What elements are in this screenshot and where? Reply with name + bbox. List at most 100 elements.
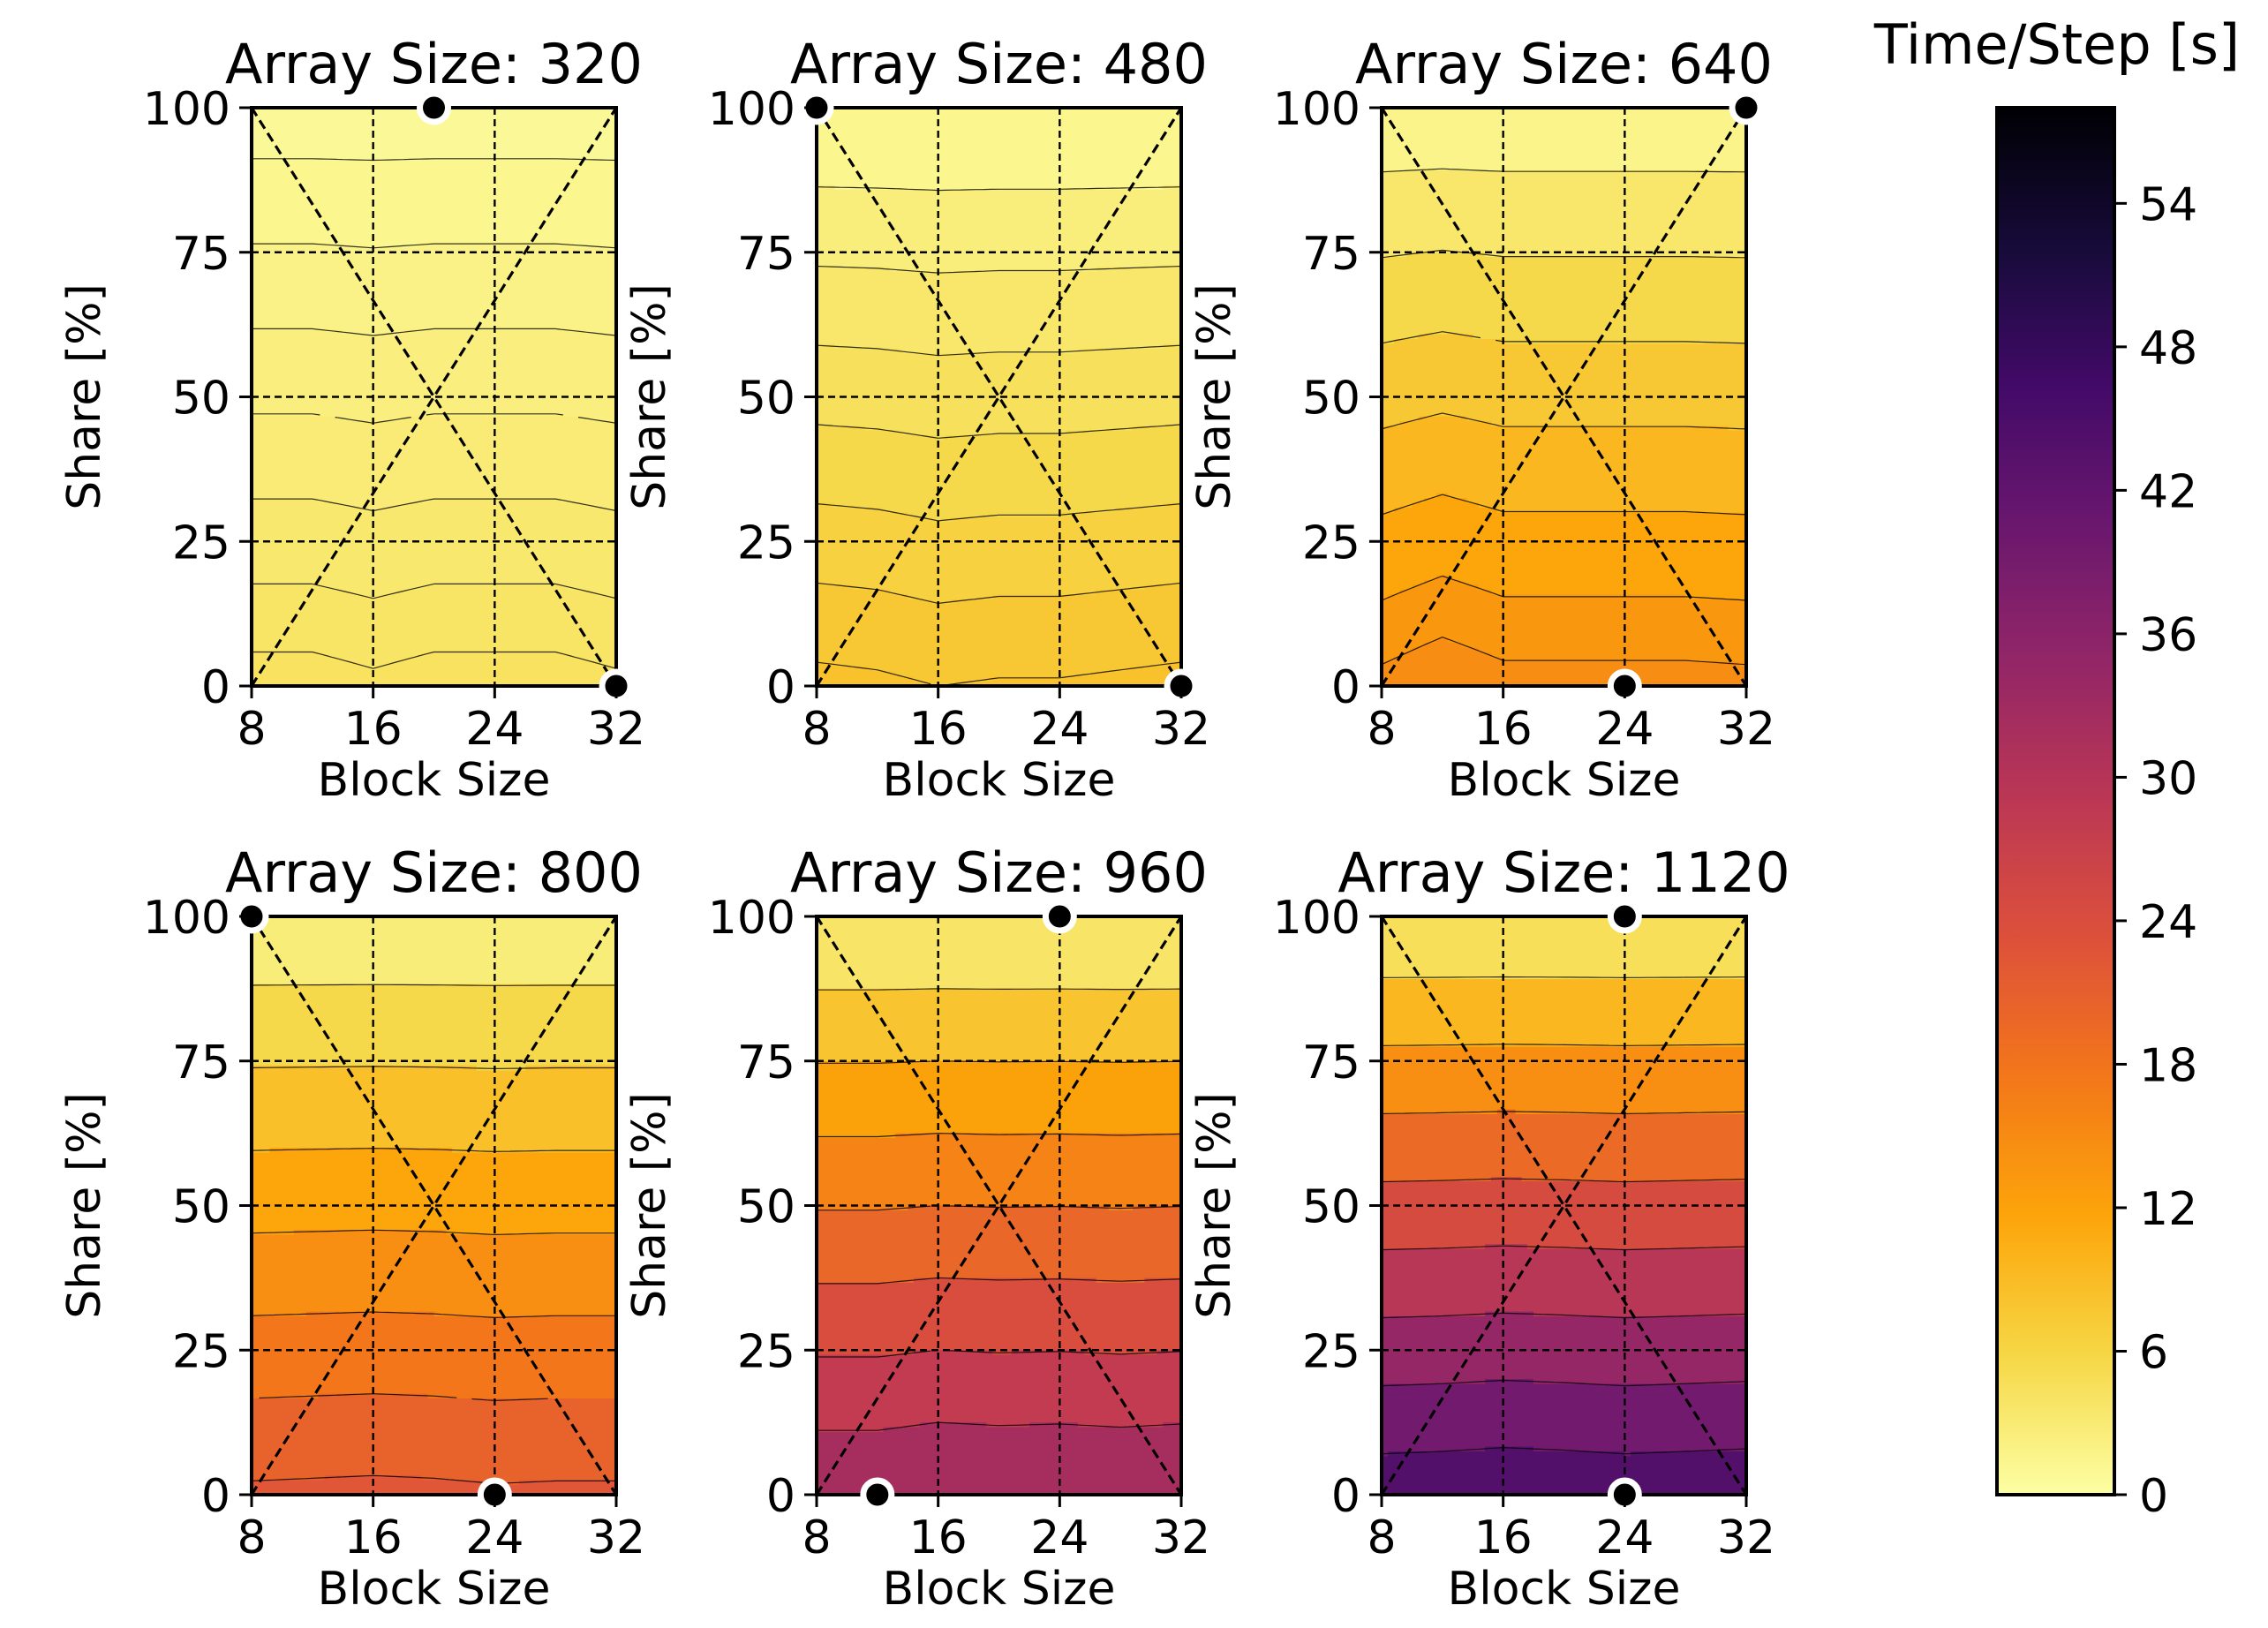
contour-cell — [312, 320, 320, 326]
contour-cell — [452, 479, 459, 485]
contour-cell — [427, 406, 435, 412]
contour-cell — [355, 502, 362, 509]
contour-cell — [501, 122, 508, 128]
contour-cell — [330, 623, 337, 629]
contour-cell — [470, 170, 478, 177]
contour-cell — [294, 324, 301, 330]
contour-cell — [415, 459, 423, 465]
contour-cell — [330, 252, 337, 258]
contour-cell — [482, 218, 490, 224]
contour-cell — [269, 676, 277, 682]
contour-cell — [269, 426, 277, 432]
contour-cell — [282, 546, 289, 552]
contour-cell — [463, 516, 471, 524]
contour-cell — [415, 232, 423, 238]
contour-cell — [409, 387, 417, 393]
contour-cell — [282, 363, 289, 369]
contour-cell — [482, 671, 490, 677]
contour-cell — [305, 681, 313, 686]
contour-cell — [275, 445, 283, 451]
contour-cell — [427, 310, 435, 316]
contour-cell — [366, 146, 374, 152]
contour-cell — [349, 508, 356, 514]
contour-cell — [282, 604, 289, 610]
contour-cell — [433, 300, 441, 306]
contour-cell — [343, 455, 350, 461]
contour-cell — [463, 363, 471, 369]
contour-cell — [275, 223, 283, 230]
contour-cell — [379, 469, 387, 475]
contour-cell — [476, 310, 484, 316]
contour-cell — [300, 320, 307, 326]
contour-cell — [476, 671, 484, 677]
contour-cell — [391, 199, 398, 205]
contour-cell — [391, 570, 398, 577]
contour-cell — [349, 165, 356, 171]
contour-cell — [373, 267, 381, 273]
contour-cell — [476, 373, 484, 379]
contour-cell — [305, 247, 313, 253]
contour-cell — [397, 642, 404, 648]
contour-cell — [336, 589, 343, 595]
contour-cell — [433, 469, 441, 475]
contour-cell — [446, 242, 453, 248]
contour-cell — [305, 531, 313, 538]
contour-cell — [385, 175, 392, 181]
contour-cell — [330, 261, 337, 268]
contour-cell — [470, 185, 478, 191]
contour-cell — [446, 324, 453, 330]
contour-cell — [269, 502, 277, 509]
contour-cell — [263, 271, 271, 277]
contour-cell — [269, 132, 277, 138]
contour-cell — [294, 642, 301, 648]
contour-cell — [312, 440, 320, 446]
contour-cell — [300, 141, 307, 147]
contour-cell — [476, 377, 484, 383]
contour-cell — [373, 604, 381, 610]
contour-cell — [324, 652, 332, 658]
contour-cell — [379, 614, 387, 620]
contour-cell — [421, 604, 429, 610]
contour-cell — [403, 464, 411, 470]
contour-cell — [263, 117, 271, 123]
contour-cell — [324, 502, 332, 509]
contour-cell — [446, 271, 453, 277]
contour-cell — [391, 608, 398, 614]
contour-cell — [269, 363, 277, 369]
contour-cell — [433, 267, 441, 273]
contour-cell — [452, 667, 459, 673]
contour-cell — [275, 657, 283, 663]
contour-cell — [336, 661, 343, 667]
contour-cell — [385, 214, 392, 220]
contour-cell — [446, 367, 453, 373]
contour-cell — [494, 430, 501, 436]
contour-cell — [452, 579, 459, 585]
contour-cell — [494, 498, 501, 504]
contour-cell — [385, 671, 392, 677]
contour-cell — [275, 396, 283, 403]
contour-cell — [415, 579, 423, 585]
contour-cell — [409, 604, 417, 610]
contour-cell — [366, 267, 374, 273]
contour-cell — [330, 493, 337, 499]
contour-cell — [482, 199, 490, 205]
contour-cell — [324, 483, 332, 489]
contour-cell — [391, 179, 398, 185]
contour-cell — [421, 261, 429, 268]
contour-cell — [488, 657, 495, 663]
contour-cell — [294, 257, 301, 263]
contour-cell — [494, 387, 501, 393]
contour-cell — [330, 295, 337, 301]
contour-cell — [269, 189, 277, 195]
contour-cell — [336, 396, 343, 403]
contour-cell — [476, 348, 484, 354]
contour-cell — [427, 237, 435, 244]
contour-cell — [397, 430, 404, 436]
contour-cell — [349, 194, 356, 200]
contour-cell — [440, 667, 447, 673]
contour-cell — [446, 300, 453, 306]
contour-cell — [463, 555, 471, 562]
contour-cell — [415, 661, 423, 667]
contour-cell — [458, 479, 465, 485]
contour-cell — [458, 575, 465, 581]
